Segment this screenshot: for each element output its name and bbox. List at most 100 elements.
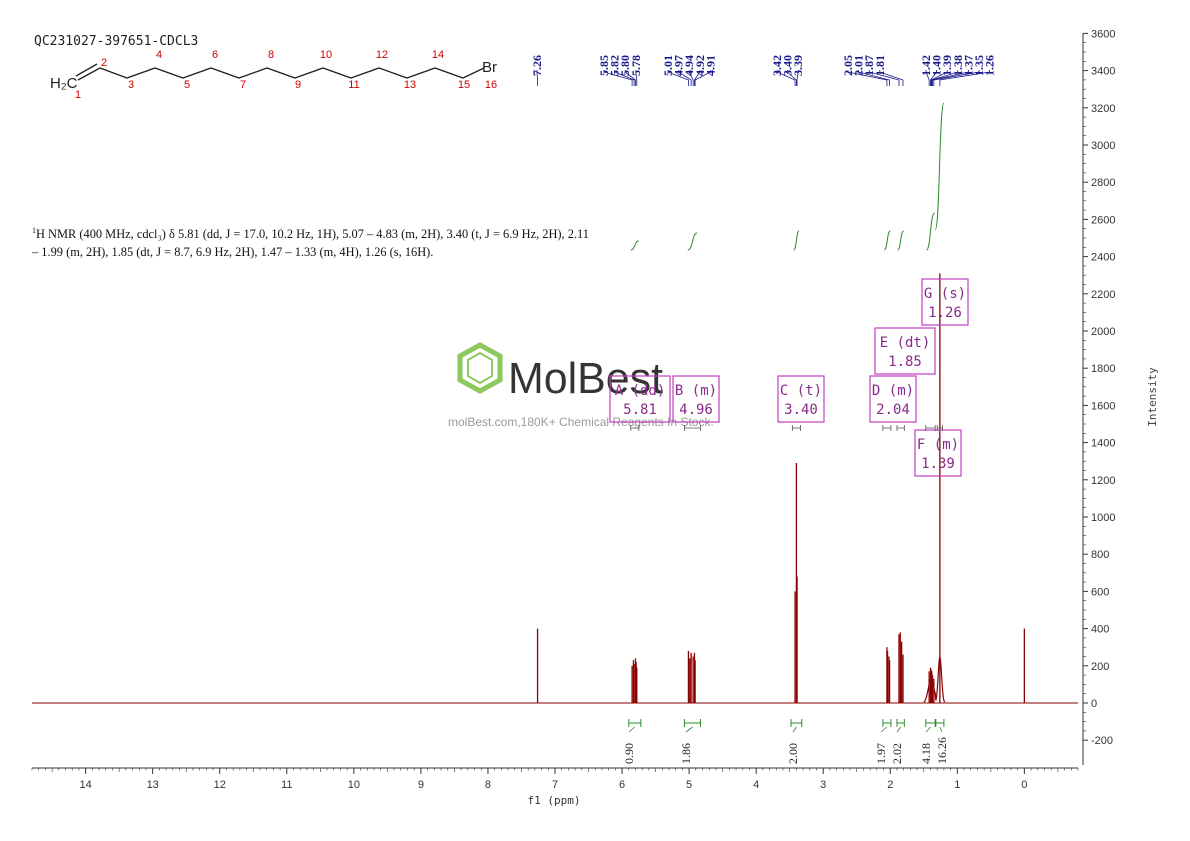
multiplet-paren-open: ( [888,335,905,351]
multiplet-letter: B [675,383,683,399]
y-tick-label: 3600 [1091,28,1115,40]
nmr-summary-body: H NMR (400 MHz, cdcl₃) δ 5.81 (dd, J = 1… [32,227,589,260]
y-axis: -200 0 200 400 600 800 1000 1200 1400 1600 1800 200… [1082,28,1115,765]
y-tick-label: 2800 [1091,177,1115,189]
x-tick-label: 7 [552,779,558,791]
atom-number: 6 [212,49,218,61]
multiplet-type: dt [905,335,922,351]
multiplet-box-c: C (t) 3.40 [777,375,825,431]
x-tick-label: 14 [80,779,92,791]
structure-start-group: H₂C [50,75,78,92]
peak-label: 5.85 [597,55,611,76]
peak-label-connector [624,70,636,86]
integral-value: 2.00 [786,743,800,764]
x-tick-label: 10 [348,779,360,791]
peak-label-connector [930,70,937,86]
peak-label-connector [614,70,635,86]
multiplet-box-g: G (s) 1.26 [921,278,969,431]
peak-label: 5.01 [661,55,675,76]
integral-connector [939,726,943,733]
multiplet-paren-open: ( [932,286,949,302]
x-tick-label: 0 [1021,779,1027,791]
multiplet-paren-close: ) [958,286,966,302]
peak-label-connector [667,70,689,86]
integral-connector [685,726,693,733]
y-tick-label: 1400 [1091,438,1115,450]
peak-label-connector [603,70,633,86]
x-tick-label: 9 [418,779,424,791]
atom-number: 4 [156,49,162,61]
spectrum-trace [32,273,1078,704]
sample-id: QC231027-397651-CDCL3 [34,34,198,49]
multiplet-type: m [942,437,950,453]
peak-label-connector [868,70,900,86]
multiplet-box-frame [921,278,969,326]
peak-label: 4.94 [682,55,696,76]
peak-label-connector [536,70,538,86]
structure-bonds [77,67,485,81]
multiplet-paren-open: ( [925,437,942,453]
x-tick-label: 8 [485,779,491,791]
y-tick-label: 2400 [1091,252,1115,264]
integral-value: 1.97 [874,743,888,764]
multiplet-paren-open: ( [788,383,805,399]
multiplet-box-d: D (m) 2.04 [869,375,917,431]
multiplet-box-f: F (m) 1.39 [914,425,962,477]
y-tick-label: -200 [1091,735,1113,747]
watermark-brand: MolBest [508,354,663,403]
atom-number: 12 [376,49,388,61]
multiplet-box-a: A (dd)5.81 [609,375,671,431]
peak-label-connector [776,70,796,86]
y-tick-label: 3000 [1091,140,1115,152]
multiplet-label: B (m) [675,383,717,399]
peak-label: 7.26 [530,55,544,76]
multiplet-letter: D [872,383,880,399]
multiplet-label: A (dd) [615,383,666,399]
atom-number: 13 [404,79,416,91]
atom-number: 5 [184,79,190,91]
atom-number: 16 [485,79,497,91]
multiplet-box-frame [914,429,962,477]
multiplet-paren-close: ) [709,383,717,399]
integral-value: 16.26 [935,737,949,764]
multiplet-shift: 1.39 [921,456,955,472]
structure-double-bond [75,63,98,77]
multiplet-shift: 3.40 [784,402,818,418]
peak-label: 1.42 [919,55,933,76]
peak-label-connector [694,70,701,86]
multiplet-letter: F [917,437,925,453]
multiplet-paren-close: ) [814,383,822,399]
multiplet-type: dd [640,383,657,399]
x-tick-label: 12 [214,779,226,791]
peak-label: 5.80 [618,55,632,76]
y-tick-label: 2000 [1091,326,1115,338]
atom-number: 15 [458,79,470,91]
peak-label-connector [925,70,930,86]
peak-label-connector [939,70,990,86]
peak-label-connector [688,70,694,86]
multiplet-type: m [897,383,905,399]
integral-curve [897,230,905,251]
peak-label-connector [933,70,980,86]
peak-label: 5.78 [629,55,643,76]
peak-label: 1.87 [862,55,876,76]
multiplet-paren-open: ( [880,383,897,399]
multiplet-label: D (m) [872,383,914,399]
integral-curves [630,102,945,251]
peak-label-connector [635,70,638,86]
y-tick-label: 2200 [1091,289,1115,301]
integral-curve [934,102,945,231]
multiplet-label: E (dt) [880,335,931,351]
y-tick-label: 1600 [1091,400,1115,412]
multiplet-boxes: A (dd)5.81B (m)4.96C (t)3.40D (m)2.04E (… [609,278,969,477]
integral-curve [687,232,698,251]
multiplet-label: F (m) [917,437,959,453]
integral-value: 4.18 [919,743,933,764]
integral-labels: 0.90 1.86 2.00 1.97 2.02 4.18 16.26 [622,719,949,764]
multiplet-paren-open: ( [623,383,640,399]
watermark-tagline: molBest.com,180K+ Chemical Reagents In S… [448,415,714,429]
peak-label: 1.35 [972,55,986,76]
watermark-logo-icon [457,342,503,394]
